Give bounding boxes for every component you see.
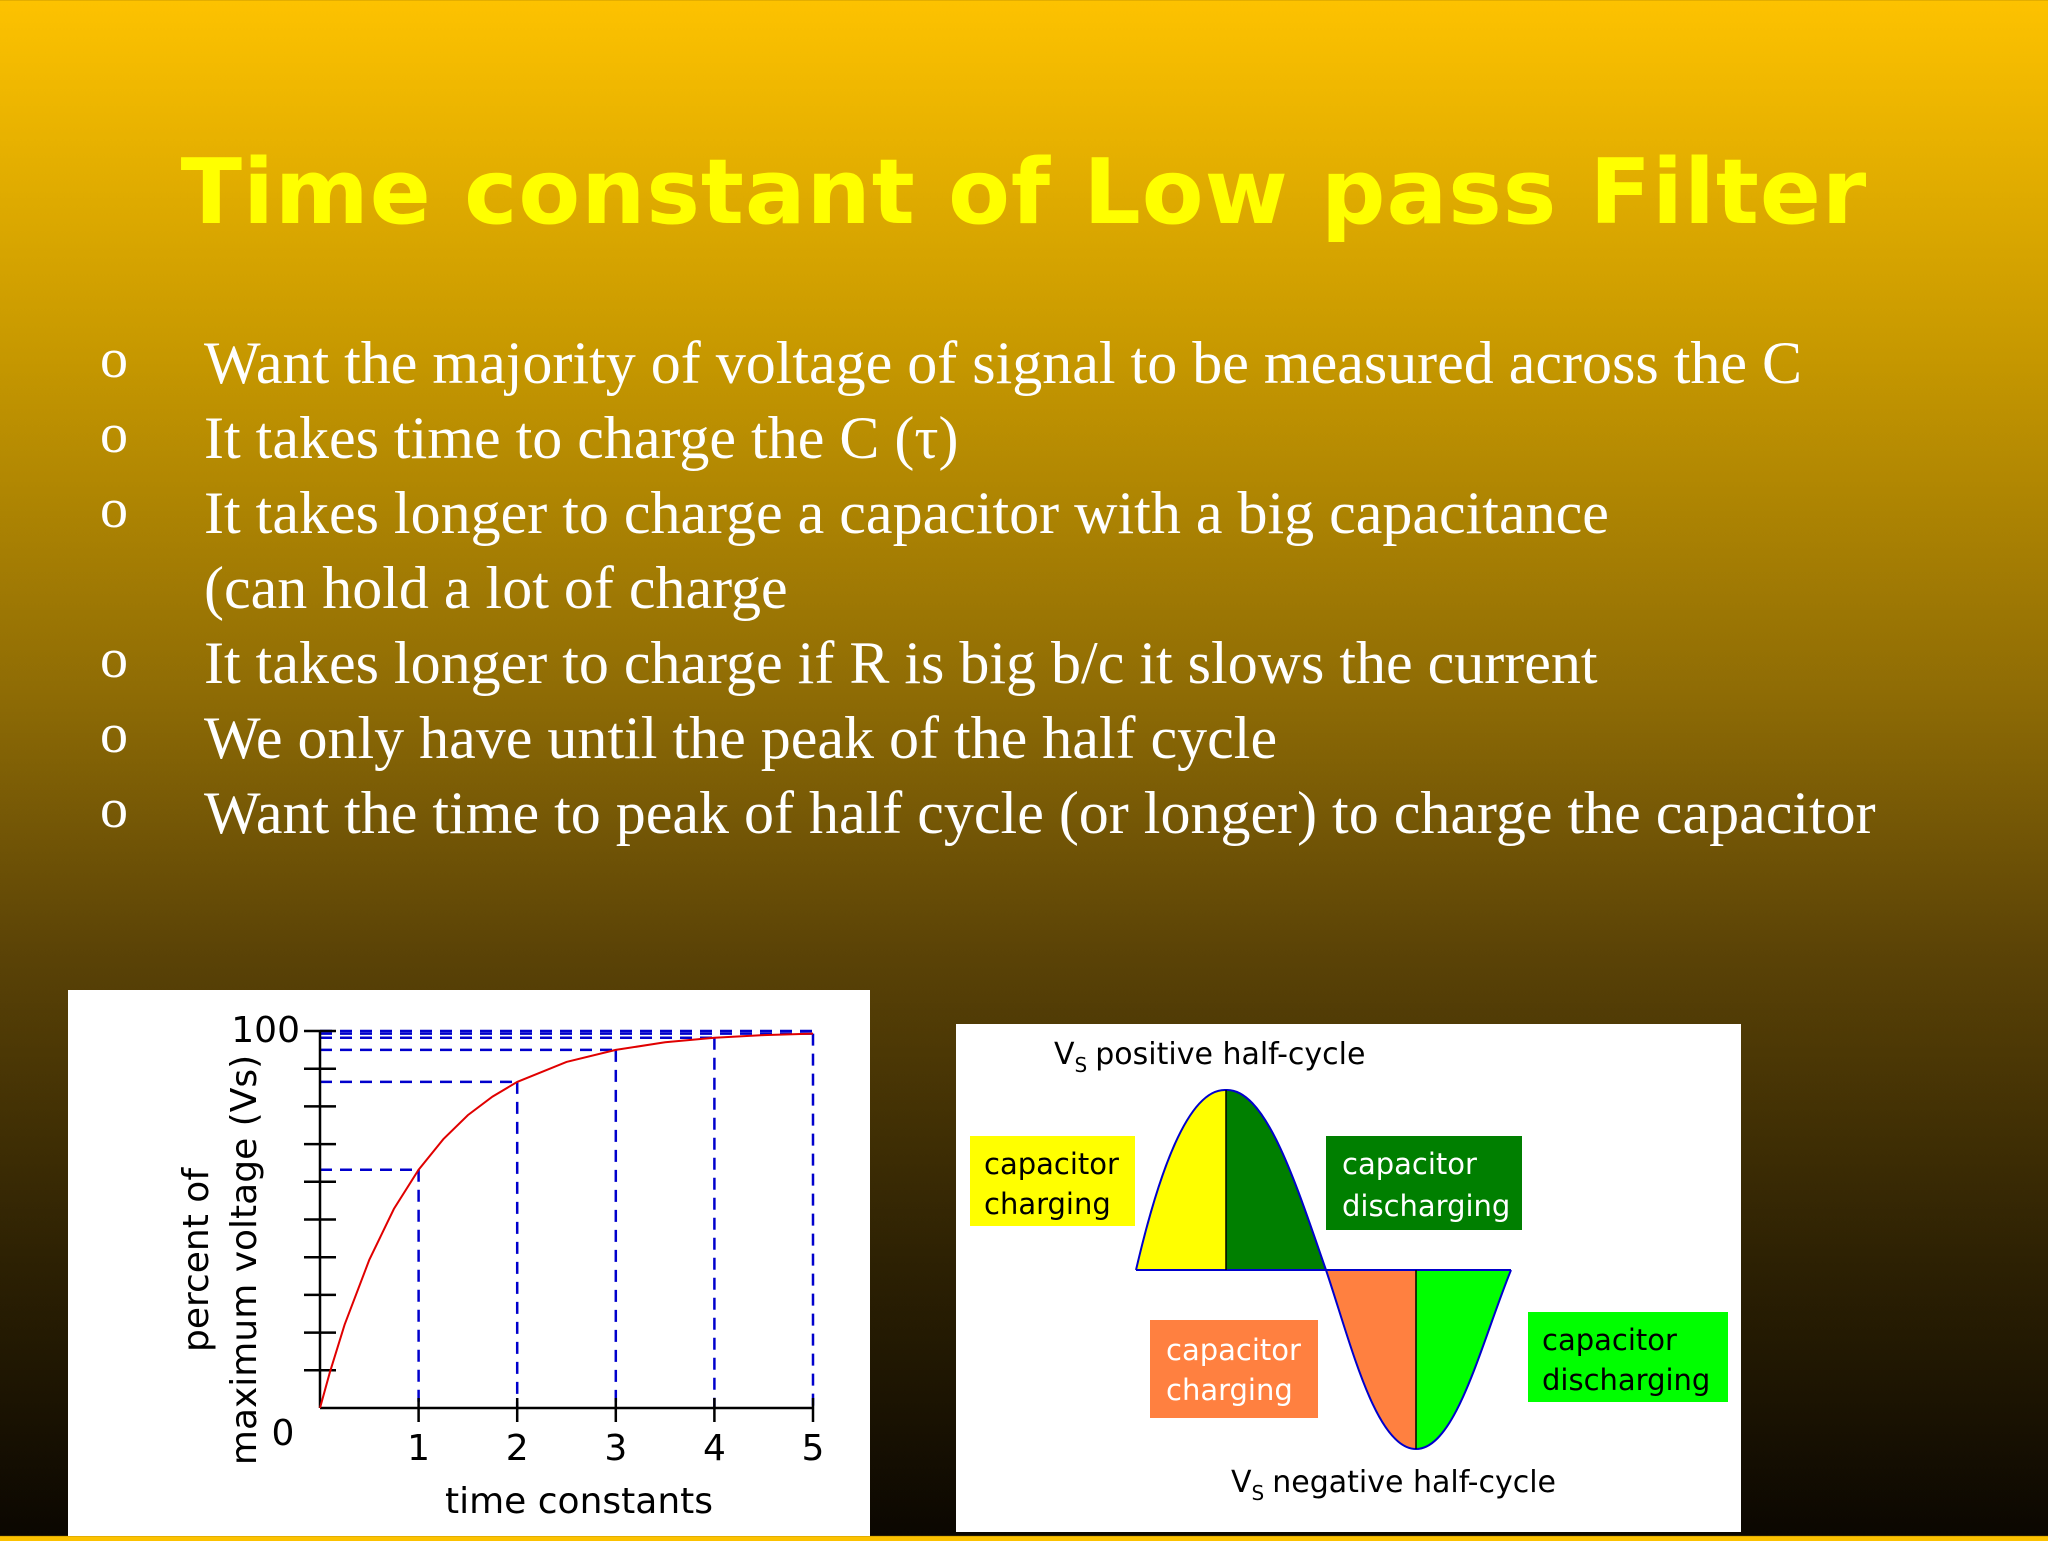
negative-discharging-segment — [1416, 1270, 1511, 1449]
bullet-item: o It takes time to charge the C (τ) — [0, 401, 2048, 476]
x-tick-label: 4 — [703, 1428, 726, 1469]
y-axis-label-line1: percent of — [176, 1167, 217, 1352]
box-text-line1: capacitor — [1166, 1333, 1301, 1367]
negative-charging-segment — [1326, 1270, 1416, 1449]
half-cycle-diagram: VS positive half-cycle VS negative half-cy… — [956, 1024, 1741, 1532]
bullet-item: o We only have until the peak of the hal… — [0, 701, 2048, 776]
bullet-marker: o — [100, 403, 128, 465]
slide-title: Time constant of Low pass Filter — [180, 140, 1868, 245]
x-axis-label: time constants — [445, 1481, 713, 1522]
box-text-line2: charging — [1166, 1373, 1293, 1407]
bullet-item: o It takes longer to charge a capacitor … — [0, 476, 2048, 551]
bullet-marker: o — [100, 703, 128, 765]
bullet-text: (can hold a lot of charge — [204, 555, 788, 621]
vs-negative-label: VS negative half-cycle — [1231, 1465, 1556, 1505]
half-cycle-svg: VS positive half-cycle VS negative half-cy… — [970, 1037, 1728, 1505]
box-text-line2: discharging — [1342, 1189, 1510, 1223]
bullet-continuation: (can hold a lot of charge — [0, 551, 2048, 626]
reference-lines — [320, 1029, 815, 1408]
bullet-text: Want the time to peak of half cycle (or … — [204, 780, 1876, 846]
bullet-marker: o — [100, 778, 128, 840]
chart-axes — [318, 1031, 813, 1410]
box-text-line2: discharging — [1542, 1363, 1710, 1397]
box-text-line1: capacitor — [1542, 1323, 1677, 1357]
vs-positive-label: VS positive half-cycle — [1054, 1037, 1365, 1077]
positive-charging-box: capacitor charging — [970, 1136, 1135, 1226]
x-tick-label: 1 — [407, 1428, 430, 1469]
bullet-text: It takes longer to charge a capacitor wi… — [204, 480, 1609, 546]
positive-charging-segment — [1136, 1089, 1226, 1270]
negative-charging-box: capacitor charging — [1150, 1320, 1318, 1418]
box-background — [1150, 1320, 1318, 1418]
charging-curve-line — [319, 1032, 814, 1409]
box-text-line1: capacitor — [984, 1147, 1119, 1181]
charging-curve-chart: 100 0 1 2 3 4 5 time constants percent of ma… — [68, 990, 870, 1536]
box-background — [1326, 1136, 1522, 1230]
x-tick-label: 2 — [506, 1428, 529, 1469]
bullet-text: It takes time to charge the C (τ) — [204, 405, 959, 471]
chart-svg: 100 0 1 2 3 4 5 time constants percent of ma… — [176, 1010, 824, 1522]
bullet-item: o Want the time to peak of half cycle (o… — [0, 776, 2048, 851]
bullet-marker: o — [100, 328, 128, 390]
x-tick-label: 3 — [604, 1428, 627, 1469]
y-axis-label-line2: maximum voltage (Vs) — [224, 1055, 265, 1465]
bullet-item: o Want the majority of voltage of signal… — [0, 326, 2048, 401]
bullet-text: Want the majority of voltage of signal t… — [204, 330, 1803, 396]
bullet-text: It takes longer to charge if R is big b/… — [204, 630, 1598, 696]
box-text-line1: capacitor — [1342, 1147, 1477, 1181]
x-tick-label: 5 — [802, 1428, 825, 1469]
y-minor-ticks — [304, 1029, 336, 1372]
bullet-text: We only have until the peak of the half … — [204, 705, 1278, 771]
y-tick-label-100: 100 — [231, 1010, 300, 1051]
x-tick-labels: 1 2 3 4 5 — [407, 1428, 824, 1469]
x-ticks — [417, 1398, 815, 1422]
box-text-line2: charging — [984, 1187, 1111, 1221]
positive-discharging-segment — [1226, 1089, 1326, 1270]
y-tick-label-0: 0 — [272, 1413, 295, 1454]
box-background — [1528, 1312, 1728, 1402]
box-background — [970, 1136, 1135, 1226]
bullet-marker: o — [100, 628, 128, 690]
bullet-marker: o — [100, 478, 128, 540]
positive-discharging-box: capacitor discharging — [1326, 1136, 1522, 1230]
bullet-item: o It takes longer to charge if R is big … — [0, 626, 2048, 701]
negative-discharging-box: capacitor discharging — [1528, 1312, 1728, 1402]
